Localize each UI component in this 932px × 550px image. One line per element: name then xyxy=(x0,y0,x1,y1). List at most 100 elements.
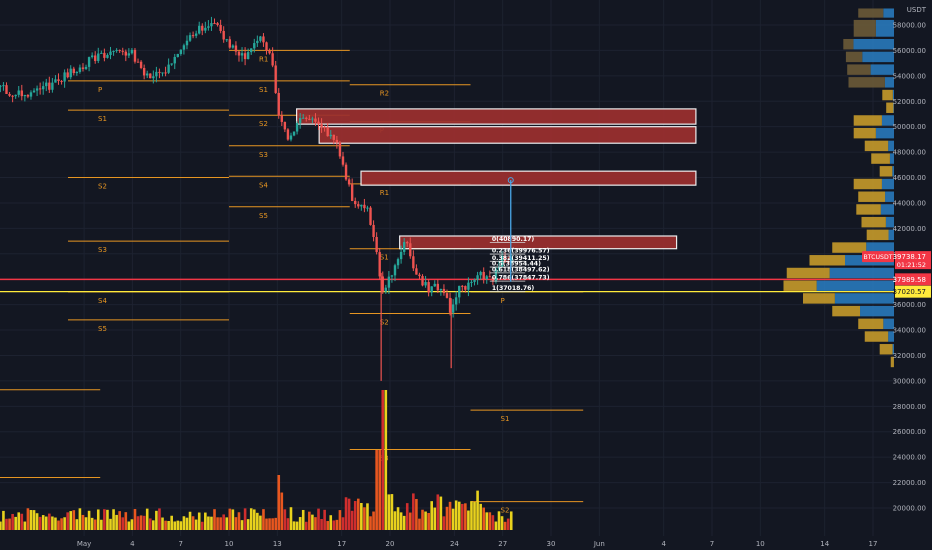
price-tick-label: 44000.00 xyxy=(893,199,926,207)
supply-zone-box xyxy=(296,108,697,125)
profile-bar-down xyxy=(847,64,871,75)
volume-bar xyxy=(103,509,106,530)
profile-bar-down xyxy=(879,344,893,355)
volume-bar xyxy=(491,515,495,530)
candle-body xyxy=(320,124,323,127)
volume-bar xyxy=(0,521,2,530)
profile-bar-up xyxy=(883,8,894,18)
candle-body xyxy=(66,72,69,78)
volume-bar xyxy=(249,508,253,530)
price-tick-label: 34000.00 xyxy=(893,327,926,335)
volume-bar xyxy=(139,515,143,530)
candle-body xyxy=(421,276,424,286)
volume-bar xyxy=(90,517,94,530)
volume-bar xyxy=(399,512,403,530)
profile-bar-up xyxy=(860,305,894,317)
volume-bar xyxy=(78,508,82,530)
volume-bar xyxy=(72,510,76,530)
time-tick-label: 27 xyxy=(498,540,507,548)
fib-label: 0.786(37847.73) xyxy=(492,275,550,282)
volume-bar xyxy=(408,512,412,530)
candle-body xyxy=(207,26,210,28)
candle-body xyxy=(87,57,91,67)
time-axis[interactable]: 13:00May4710131720242730Jun47101417 xyxy=(0,536,894,550)
candle-body xyxy=(136,61,140,63)
pivot-label: S1 xyxy=(501,415,510,423)
candle-body xyxy=(256,40,259,44)
volume-bar xyxy=(225,517,229,530)
candle-body xyxy=(149,73,152,79)
volume-bar xyxy=(20,513,24,530)
volume-bar xyxy=(479,503,482,530)
candle-body xyxy=(26,94,30,97)
candle-body xyxy=(430,286,433,293)
candle-body xyxy=(57,79,60,81)
candle-body xyxy=(464,286,467,290)
volume-bar xyxy=(118,511,121,530)
volume-bar xyxy=(323,509,326,530)
candle-body xyxy=(32,90,36,93)
volume-bar xyxy=(14,516,17,530)
profile-bar-down xyxy=(858,8,884,18)
volume-bar xyxy=(145,508,149,530)
volume-bar xyxy=(280,492,284,530)
candle-body xyxy=(51,82,54,90)
volume-bar xyxy=(424,511,427,530)
candle-body xyxy=(250,48,253,53)
fib-label: 0.618(38497.62) xyxy=(492,266,550,273)
candle-body xyxy=(347,179,351,185)
volume-bar xyxy=(338,510,342,530)
volume-bar xyxy=(418,518,421,530)
price-tick-label: 48000.00 xyxy=(893,149,926,157)
candle-body xyxy=(173,56,176,64)
volume-bar xyxy=(176,520,180,530)
volume-bar xyxy=(405,503,409,530)
supply-zones[interactable] xyxy=(0,108,894,293)
candle-body xyxy=(341,156,345,165)
candle-body xyxy=(451,304,455,313)
volume-bar xyxy=(252,509,256,530)
volume-bar xyxy=(35,513,39,530)
volume-bar xyxy=(289,507,293,530)
candle-body xyxy=(427,282,430,293)
pivot-label: S1 xyxy=(98,115,107,123)
profile-bar-up xyxy=(881,115,894,126)
candle-body xyxy=(14,94,17,97)
candle-body xyxy=(335,139,339,143)
symbol-tag-label: BTCUSDT xyxy=(864,254,893,261)
time-tick-label: 10 xyxy=(756,540,765,548)
candle-body xyxy=(204,27,207,31)
candle-body xyxy=(170,63,173,65)
volume-bar xyxy=(96,509,100,530)
time-tick-label: 24 xyxy=(450,540,459,548)
profile-bar-up xyxy=(889,153,894,164)
price-axis[interactable]: USDT 58000.00 56000.00 54000.00 52000.00 5000… xyxy=(862,0,932,550)
candle-body xyxy=(81,67,85,69)
candle-body xyxy=(265,42,268,51)
time-tick-label: 20 xyxy=(386,540,395,548)
profile-bar-down xyxy=(832,305,861,317)
volume-bar xyxy=(301,509,305,530)
candle-body xyxy=(323,126,326,128)
volume-bar xyxy=(509,511,513,530)
profile-bar-down xyxy=(853,127,876,139)
volume-bar xyxy=(204,512,207,530)
profile-bar-up xyxy=(885,191,894,202)
candle-body xyxy=(109,51,112,55)
volume-bar xyxy=(115,514,118,530)
price-tick-label: 52000.00 xyxy=(893,98,926,106)
profile-bar-down xyxy=(861,216,886,228)
candle-body xyxy=(360,204,363,207)
candle-body xyxy=(161,72,164,74)
profile-bar-down xyxy=(864,331,889,342)
fib-retracement[interactable]: 0(40890.17) 0.236(39976.57)0.382(39411.25… xyxy=(489,177,550,293)
candle-body xyxy=(439,288,443,291)
volume-bar xyxy=(130,519,134,530)
volume-bar xyxy=(164,520,167,530)
volume-bar xyxy=(265,518,268,530)
volume-bar xyxy=(271,518,274,530)
time-tick-label: 10 xyxy=(225,540,234,548)
candle-body xyxy=(268,50,271,54)
volume-bar xyxy=(464,503,467,530)
